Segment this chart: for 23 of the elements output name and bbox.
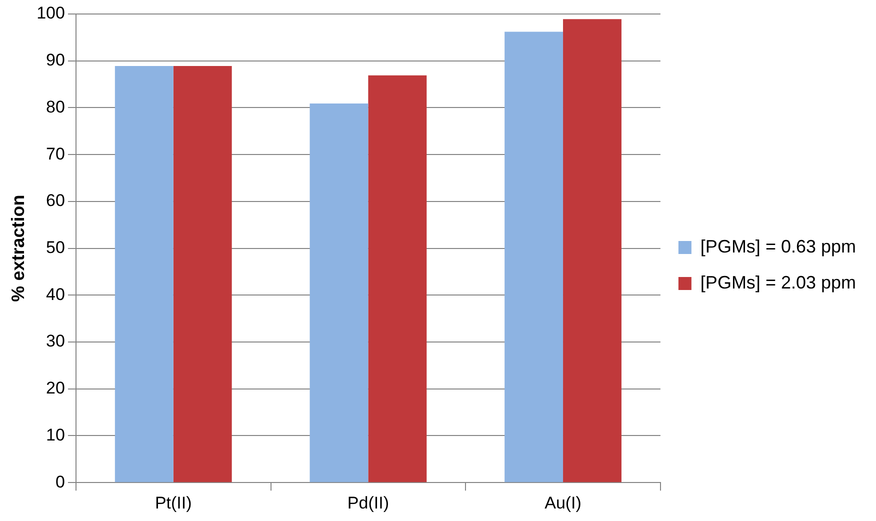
y-tick-label: 0 [55,472,65,492]
bar [114,66,174,482]
y-tick-label: 20 [46,378,65,398]
bar [504,32,564,482]
x-tick-label: Pt(II) [154,493,192,512]
y-tick-label: 60 [46,191,65,210]
y-tick-label: 80 [46,97,65,116]
x-tick-label: Au(I) [544,493,582,512]
bar [310,104,368,482]
y-axis-title: % extraction [8,194,28,302]
bar [368,75,427,482]
legend-label: [PGMs] = 2.03 ppm [700,272,856,292]
legend-label: [PGMs] = 0.63 ppm [700,236,856,256]
y-tick-label: 90 [46,50,65,70]
bar [173,66,232,482]
y-tick-label: 40 [46,284,65,304]
y-tick-label: 10 [46,425,65,444]
y-tick-label: 70 [46,144,65,164]
bar [563,19,622,482]
y-tick-label: 30 [46,332,65,351]
y-tick-label: 50 [46,238,65,257]
x-tick-label: Pd(II) [347,493,389,512]
y-tick-label: 100 [36,4,65,23]
